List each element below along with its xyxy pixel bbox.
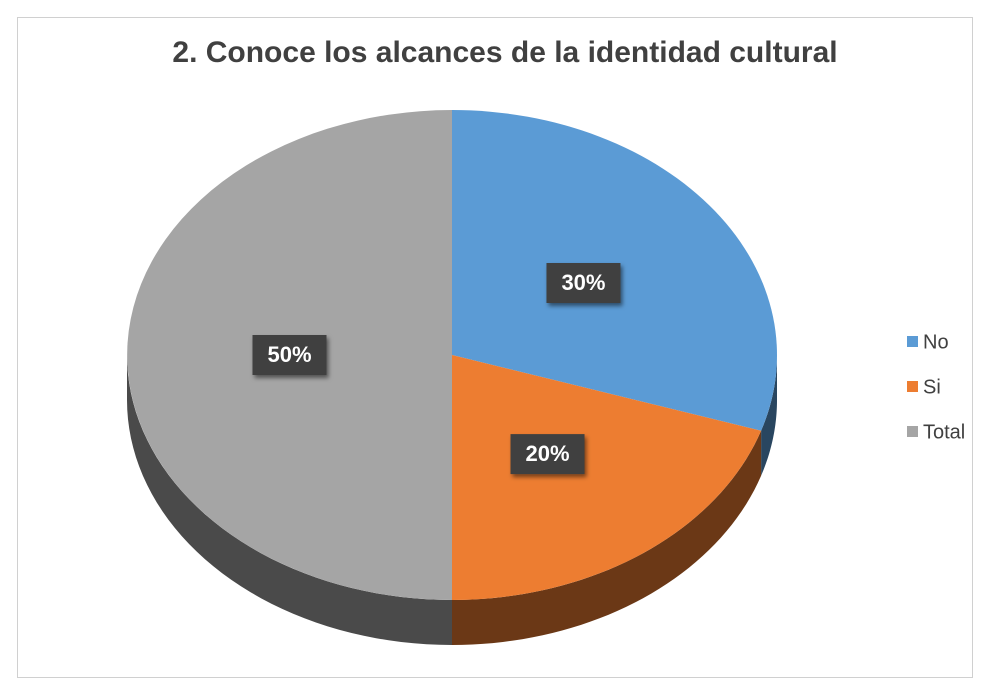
pie-slice-side — [452, 430, 762, 645]
legend-label: No — [923, 331, 949, 353]
chart-title: 2. Conoce los alcances de la identidad c… — [172, 36, 837, 69]
legend-swatch — [907, 336, 918, 347]
data-label-box — [510, 434, 585, 475]
pie-slice — [452, 355, 762, 600]
data-label: 30% — [561, 270, 605, 295]
legend-label: Total — [923, 421, 965, 443]
legend-label: Si — [923, 376, 941, 398]
pie-slice-side — [761, 355, 777, 476]
data-label: 20% — [525, 441, 569, 466]
data-label-box — [252, 335, 327, 375]
legend-swatch — [907, 426, 918, 437]
data-label: 50% — [267, 342, 311, 367]
data-label-box — [546, 262, 621, 303]
legend-swatch — [907, 381, 918, 392]
pie-slice-side — [127, 355, 452, 645]
